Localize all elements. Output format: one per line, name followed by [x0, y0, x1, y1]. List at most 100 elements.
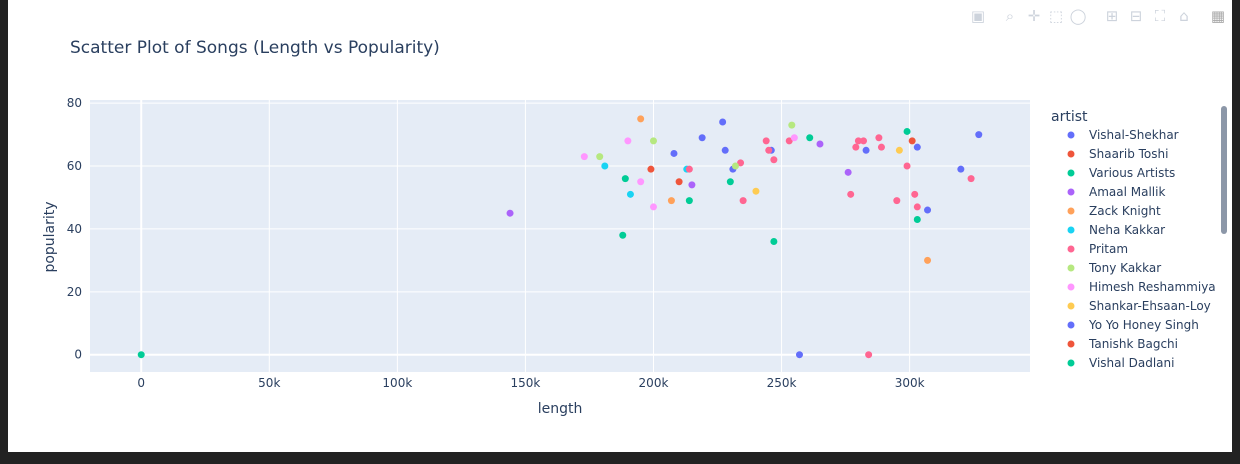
data-point[interactable] — [580, 153, 588, 161]
data-point[interactable] — [911, 190, 919, 198]
legend-item[interactable]: Pritam — [1089, 242, 1128, 256]
plotly-logo-icon[interactable]: ▦ — [1210, 7, 1226, 25]
data-point[interactable] — [924, 256, 932, 264]
data-point[interactable] — [698, 134, 706, 142]
data-point[interactable] — [649, 137, 657, 145]
legend-marker[interactable] — [1067, 302, 1075, 310]
data-point[interactable] — [847, 190, 855, 198]
data-point[interactable] — [893, 197, 901, 205]
legend-item[interactable]: Shankar-Ehsaan-Loy — [1089, 299, 1211, 313]
zoom-in-icon[interactable]: ⊞ — [1105, 7, 1119, 25]
data-point[interactable] — [975, 131, 983, 139]
zoom-icon[interactable]: ⌕ — [1005, 7, 1015, 25]
legend-marker[interactable] — [1067, 264, 1075, 272]
legend-item[interactable]: Zack Knight — [1089, 204, 1161, 218]
legend-item[interactable]: Amaal Mallik — [1089, 185, 1165, 199]
data-point[interactable] — [967, 175, 975, 183]
data-point[interactable] — [924, 206, 932, 214]
data-point[interactable] — [621, 175, 629, 183]
data-point[interactable] — [788, 121, 796, 129]
data-point[interactable] — [862, 146, 870, 154]
data-point[interactable] — [506, 209, 514, 217]
plot-area[interactable] — [90, 100, 1030, 372]
legend-marker[interactable] — [1067, 169, 1075, 177]
zoom-out-icon[interactable]: ⊟ — [1129, 7, 1143, 25]
legend-item[interactable]: Vishal-Shekhar — [1089, 128, 1179, 142]
data-point[interactable] — [913, 143, 921, 151]
legend-marker[interactable] — [1067, 321, 1075, 329]
legend-marker[interactable] — [1067, 283, 1075, 291]
data-point[interactable] — [765, 146, 773, 154]
legend-item[interactable]: Tanishk Bagchi — [1088, 337, 1178, 351]
legend-marker[interactable] — [1067, 245, 1075, 253]
legend-marker[interactable] — [1067, 359, 1075, 367]
data-point[interactable] — [854, 137, 862, 145]
data-point[interactable] — [739, 197, 747, 205]
legend-marker[interactable] — [1067, 340, 1075, 348]
data-point[interactable] — [877, 143, 885, 151]
data-point[interactable] — [721, 146, 729, 154]
data-point[interactable] — [667, 197, 675, 205]
data-point[interactable] — [619, 231, 627, 239]
data-point[interactable] — [770, 238, 778, 246]
data-point[interactable] — [875, 134, 883, 142]
data-point[interactable] — [913, 215, 921, 223]
data-point[interactable] — [637, 178, 645, 186]
data-point[interactable] — [903, 162, 911, 170]
legend-marker[interactable] — [1067, 226, 1075, 234]
legend-scrollbar[interactable] — [1221, 106, 1227, 234]
data-point[interactable] — [903, 127, 911, 135]
data-point[interactable] — [785, 137, 793, 145]
data-point[interactable] — [844, 168, 852, 176]
data-point[interactable] — [913, 203, 921, 211]
data-point[interactable] — [795, 351, 803, 359]
data-point[interactable] — [770, 156, 778, 164]
legend-marker[interactable] — [1067, 131, 1075, 139]
legend-marker[interactable] — [1067, 207, 1075, 215]
data-point[interactable] — [726, 178, 734, 186]
data-point[interactable] — [816, 140, 824, 148]
data-point[interactable] — [685, 165, 693, 173]
lasso-icon[interactable]: ◯ — [1069, 7, 1087, 25]
data-point[interactable] — [647, 165, 655, 173]
data-point[interactable] — [860, 137, 868, 145]
data-point[interactable] — [737, 159, 745, 167]
data-point[interactable] — [865, 351, 873, 359]
data-point[interactable] — [601, 162, 609, 170]
legend-item[interactable]: Vishal Dadlani — [1089, 356, 1174, 370]
data-point[interactable] — [637, 115, 645, 123]
legend-item[interactable]: Yo Yo Honey Singh — [1088, 318, 1199, 332]
data-point[interactable] — [670, 149, 678, 157]
data-point[interactable] — [852, 143, 860, 151]
legend-item[interactable]: Shaarib Toshi — [1089, 147, 1168, 161]
legend-marker[interactable] — [1067, 150, 1075, 158]
legend-item[interactable]: Various Artists — [1089, 166, 1175, 180]
legend-item[interactable]: Neha Kakkar — [1089, 223, 1165, 237]
data-point[interactable] — [806, 134, 814, 142]
data-point[interactable] — [895, 146, 903, 154]
home-icon[interactable]: ⌂ — [1179, 7, 1189, 25]
data-point[interactable] — [731, 162, 739, 170]
data-point[interactable] — [908, 137, 916, 145]
data-point[interactable] — [790, 134, 798, 142]
legend-item[interactable]: Tony Kakkar — [1088, 261, 1161, 275]
box-select-icon[interactable]: ⬚ — [1048, 7, 1064, 25]
y-tick-label: 0 — [74, 348, 82, 362]
data-point[interactable] — [957, 165, 965, 173]
camera-icon[interactable]: ▣ — [970, 7, 986, 25]
legend-item[interactable]: Himesh Reshammiya — [1089, 280, 1216, 294]
legend-marker[interactable] — [1067, 188, 1075, 196]
data-point[interactable] — [762, 137, 770, 145]
data-point[interactable] — [719, 118, 727, 126]
data-point[interactable] — [624, 137, 632, 145]
pan-icon[interactable]: ✛ — [1027, 7, 1041, 25]
data-point[interactable] — [596, 153, 604, 161]
data-point[interactable] — [752, 187, 760, 195]
data-point[interactable] — [137, 351, 145, 359]
data-point[interactable] — [626, 190, 634, 198]
autoscale-icon[interactable]: ⛶ — [1154, 7, 1166, 25]
data-point[interactable] — [688, 181, 696, 189]
data-point[interactable] — [685, 197, 693, 205]
data-point[interactable] — [675, 178, 683, 186]
data-point[interactable] — [649, 203, 657, 211]
